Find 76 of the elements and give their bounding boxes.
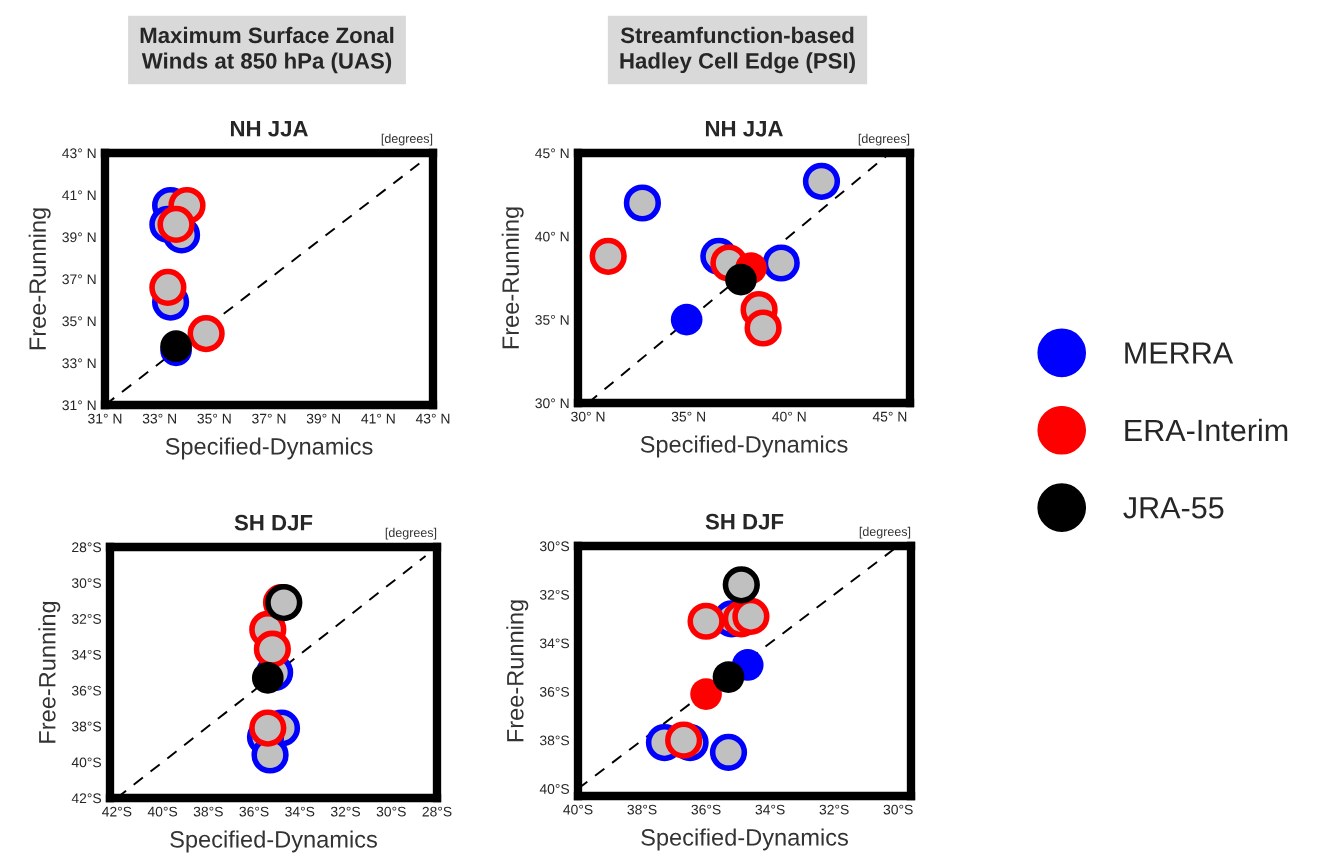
y-tick-label: 35° N [535,315,569,325]
x-tick-label: 45° N [872,411,907,422]
y-tick-label: 34°S [71,649,102,660]
x-tick-label: 33° N [142,413,176,424]
text: [degrees] [385,527,437,540]
x-tick-label: 35° N [671,411,705,422]
y-axis-title: Free-Running [28,208,51,350]
y-tick-label: 30° N [535,398,569,409]
y-tick-label: 33° N [62,358,96,369]
x-tick-label: 42°S [102,806,132,817]
y-tick-label: 36°S [539,686,570,697]
y-tick-label: 40°S [71,757,102,768]
x-tick-label: 40°S [147,806,178,817]
x-axis-title: Specified-Dynamics [165,437,373,460]
x-tick-label: 31° N [88,413,122,424]
point [712,661,745,693]
y-tick-label: 38°S [71,721,102,732]
y-axis-title: Free-Running [506,600,529,742]
legend-label: JRA-55 [1123,497,1224,519]
y-tick-label: 39° N [62,232,96,243]
x-tick-label: 30°S [376,806,406,817]
y-tick-label: 41° N [62,190,96,201]
x-tick-label: 37° N [252,413,286,424]
x-tick-label: 40°S [563,804,593,815]
legend-label: ERA-Interim [1125,418,1288,442]
x-tick-label: 34°S [755,804,785,815]
x-tick-label: 30° N [571,411,605,422]
y-tick-label: 38°S [539,735,570,746]
x-tick-label: 36°S [691,804,721,815]
point [690,678,722,710]
x-tick-label: 30°S [883,804,913,815]
y-tick-label: 32°S [539,589,570,600]
x-tick-label: 35° N [197,413,231,424]
text: [degrees] [859,526,911,539]
y-tick-label: 37° N [62,274,96,285]
chart-title: SH DJF [234,514,313,531]
chart-subtitle: Maximum Surface Zonal Winds at 850 hPa (UAS) [140,26,394,74]
y-tick-label: 32°S [71,614,102,624]
text: [degrees] [381,133,433,146]
chart-title: SH DJF [705,513,784,530]
y-tick-label: 42°S [71,793,102,804]
point [670,303,703,336]
y-axis-title: Free-Running [501,207,524,349]
x-tick-label: 32°S [330,806,361,817]
legend-label: MERRA [1125,342,1234,364]
point [251,662,284,694]
x-tick-label: 32°S [819,804,849,815]
x-axis-title: Specified-Dynamics [641,828,848,851]
x-tick-label: 38°S [627,804,657,815]
y-tick-label: 30°S [71,578,102,589]
x-axis-title: Specified-Dynamics [170,830,377,853]
point [722,566,760,604]
y-tick-label: 35° N [62,316,96,327]
y-tick-label: 43° N [62,148,96,159]
text: [degrees] [858,133,910,146]
y-tick-label: 30°S [539,541,570,552]
y-tick-label: 40°S [539,784,570,794]
x-tick-label: 36°S [239,806,269,817]
y-axis-title: Free-Running [38,601,61,743]
chart-subtitle: Streamfunction-based Hadley Cell Edge (PSI) [620,26,855,74]
y-tick-label: 36°S [71,685,102,696]
x-tick-label: 41° N [361,413,395,424]
y-tick-label: 31° N [62,400,96,411]
y-tick-label: 28°S [72,542,102,553]
x-axis-title: Specified-Dynamics [640,435,848,458]
chart-title: NH JJA [230,121,308,137]
chart-title: NH JJA [705,121,783,137]
y-tick-label: 34°S [539,638,570,649]
x-tick-label: 38°S [193,806,223,817]
x-tick-label: 40° N [772,411,806,422]
x-tick-label: 43° N [415,413,450,424]
x-tick-label: 39° N [306,413,340,424]
y-tick-label: 40° N [535,231,569,242]
x-tick-label: 34°S [285,806,315,817]
y-tick-label: 45° N [535,148,569,159]
x-tick-label: 28°S [422,806,452,817]
